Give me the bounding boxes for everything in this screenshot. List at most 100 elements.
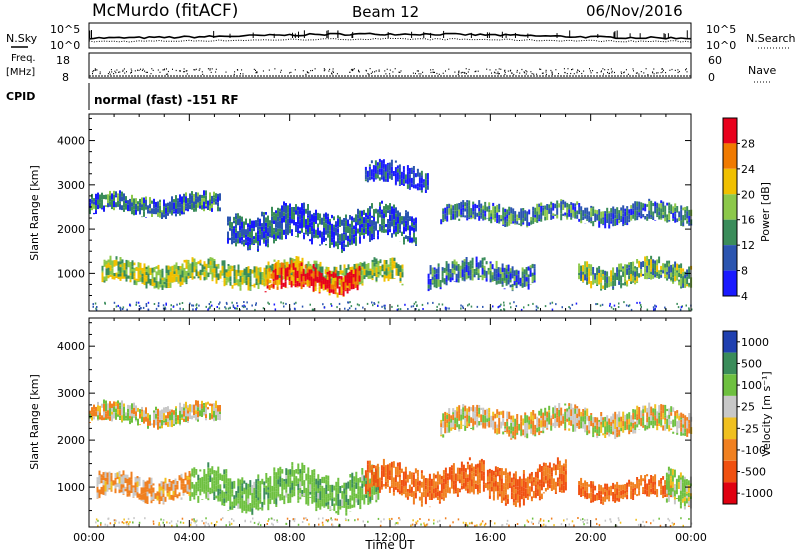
heatmap-cell [594,213,597,221]
heatmap-cell [187,264,190,273]
heatmap-cell [385,275,388,279]
heatmap-cell [484,219,487,221]
heatmap-cell [284,281,287,287]
heatmap-cell [303,465,306,471]
heatmap-cell [351,227,353,235]
heatmap-cell [201,400,203,405]
heatmap-cell [317,488,320,494]
heatmap-cell [203,474,206,482]
heatmap-cell [145,281,148,289]
heatmap-cell [612,308,615,310]
heatmap-cell [370,470,373,475]
heatmap-cell [180,477,183,484]
heatmap-cell [188,477,191,480]
heatmap-cell [429,284,432,288]
heatmap-cell [117,261,120,266]
heatmap-cell [118,483,121,490]
heatmap-cell [145,217,147,218]
freq-mark [661,68,663,70]
heatmap-cell [478,215,481,221]
heatmap-cell [378,484,381,487]
heatmap-cell [564,459,567,464]
freq-mark [151,68,153,70]
heatmap-cell [450,474,453,482]
heatmap-cell [438,303,440,306]
heatmap-cell [522,470,525,474]
heatmap-cell [331,230,333,238]
heatmap-cell [277,479,280,485]
freq-mark [240,73,241,75]
heatmap-cell [193,194,195,198]
heatmap-cell [408,493,411,497]
heatmap-cell [185,416,187,423]
heatmap-cell [280,285,283,289]
heatmap-cell [203,489,206,493]
heatmap-cell [634,282,637,285]
heatmap-cell [482,219,485,221]
heatmap-cell [329,218,331,222]
heatmap-cell [295,204,297,211]
heatmap-cell [323,221,325,228]
heatmap-cell [183,410,185,417]
heatmap-cell [179,402,181,406]
heatmap-cell [377,260,380,266]
heatmap-cell [366,174,369,178]
heatmap-cell [93,404,95,410]
heatmap-cell [500,215,503,219]
heatmap-cell [233,283,236,286]
heatmap-cell [405,227,407,232]
heatmap-cell [460,307,462,310]
heatmap-cell [576,210,579,215]
heatmap-cell [296,286,299,288]
heatmap-cell [163,420,165,423]
heatmap-cell [145,407,147,414]
heatmap-cell [249,218,251,225]
heatmap-cell [147,308,150,311]
heatmap-cell [249,242,251,245]
heatmap-cell [179,274,182,282]
heatmap-cell [496,433,499,435]
heatmap-cell [299,222,301,229]
heatmap-cell [195,308,197,311]
heatmap-cell [215,193,217,199]
heatmap-cell [185,206,187,209]
heatmap-cell [345,489,348,495]
heatmap-cell [626,208,629,216]
heatmap-cell [351,472,354,479]
heatmap-cell [506,432,509,434]
heatmap-cell [305,219,307,225]
heatmap-cell [521,267,524,272]
heatmap-cell [107,418,109,420]
freq-mark [671,68,673,71]
heatmap-cell [383,259,386,265]
heatmap-cell [108,479,111,483]
heatmap-cell [199,269,202,276]
heatmap-cell [215,266,218,274]
freq-mark [255,72,257,74]
heatmap-cell [506,214,509,219]
heatmap-cell [366,460,369,464]
heatmap-cell [257,251,259,252]
heatmap-cell [604,288,607,290]
heatmap-cell [351,234,353,241]
heatmap-cell [650,208,653,215]
heatmap-cell [138,497,141,500]
heatmap-cell [448,472,451,480]
heatmap-cell [451,261,454,264]
heatmap-cell [300,262,303,266]
heatmap-cell [444,421,447,428]
heatmap-cell [215,400,217,409]
heatmap-cell [614,280,617,286]
heatmap-cell [145,266,148,270]
freq-mark [493,71,495,73]
heatmap-cell [523,269,526,275]
heatmap-cell [169,276,172,283]
heatmap-cell [321,266,324,273]
heatmap-cell [146,503,149,504]
heatmap-cell [281,210,283,218]
heatmap-cell [179,405,181,411]
heatmap-cell [385,260,388,265]
heatmap-cell [524,436,527,438]
heatmap-cell [193,473,196,478]
heatmap-cell [147,418,149,426]
